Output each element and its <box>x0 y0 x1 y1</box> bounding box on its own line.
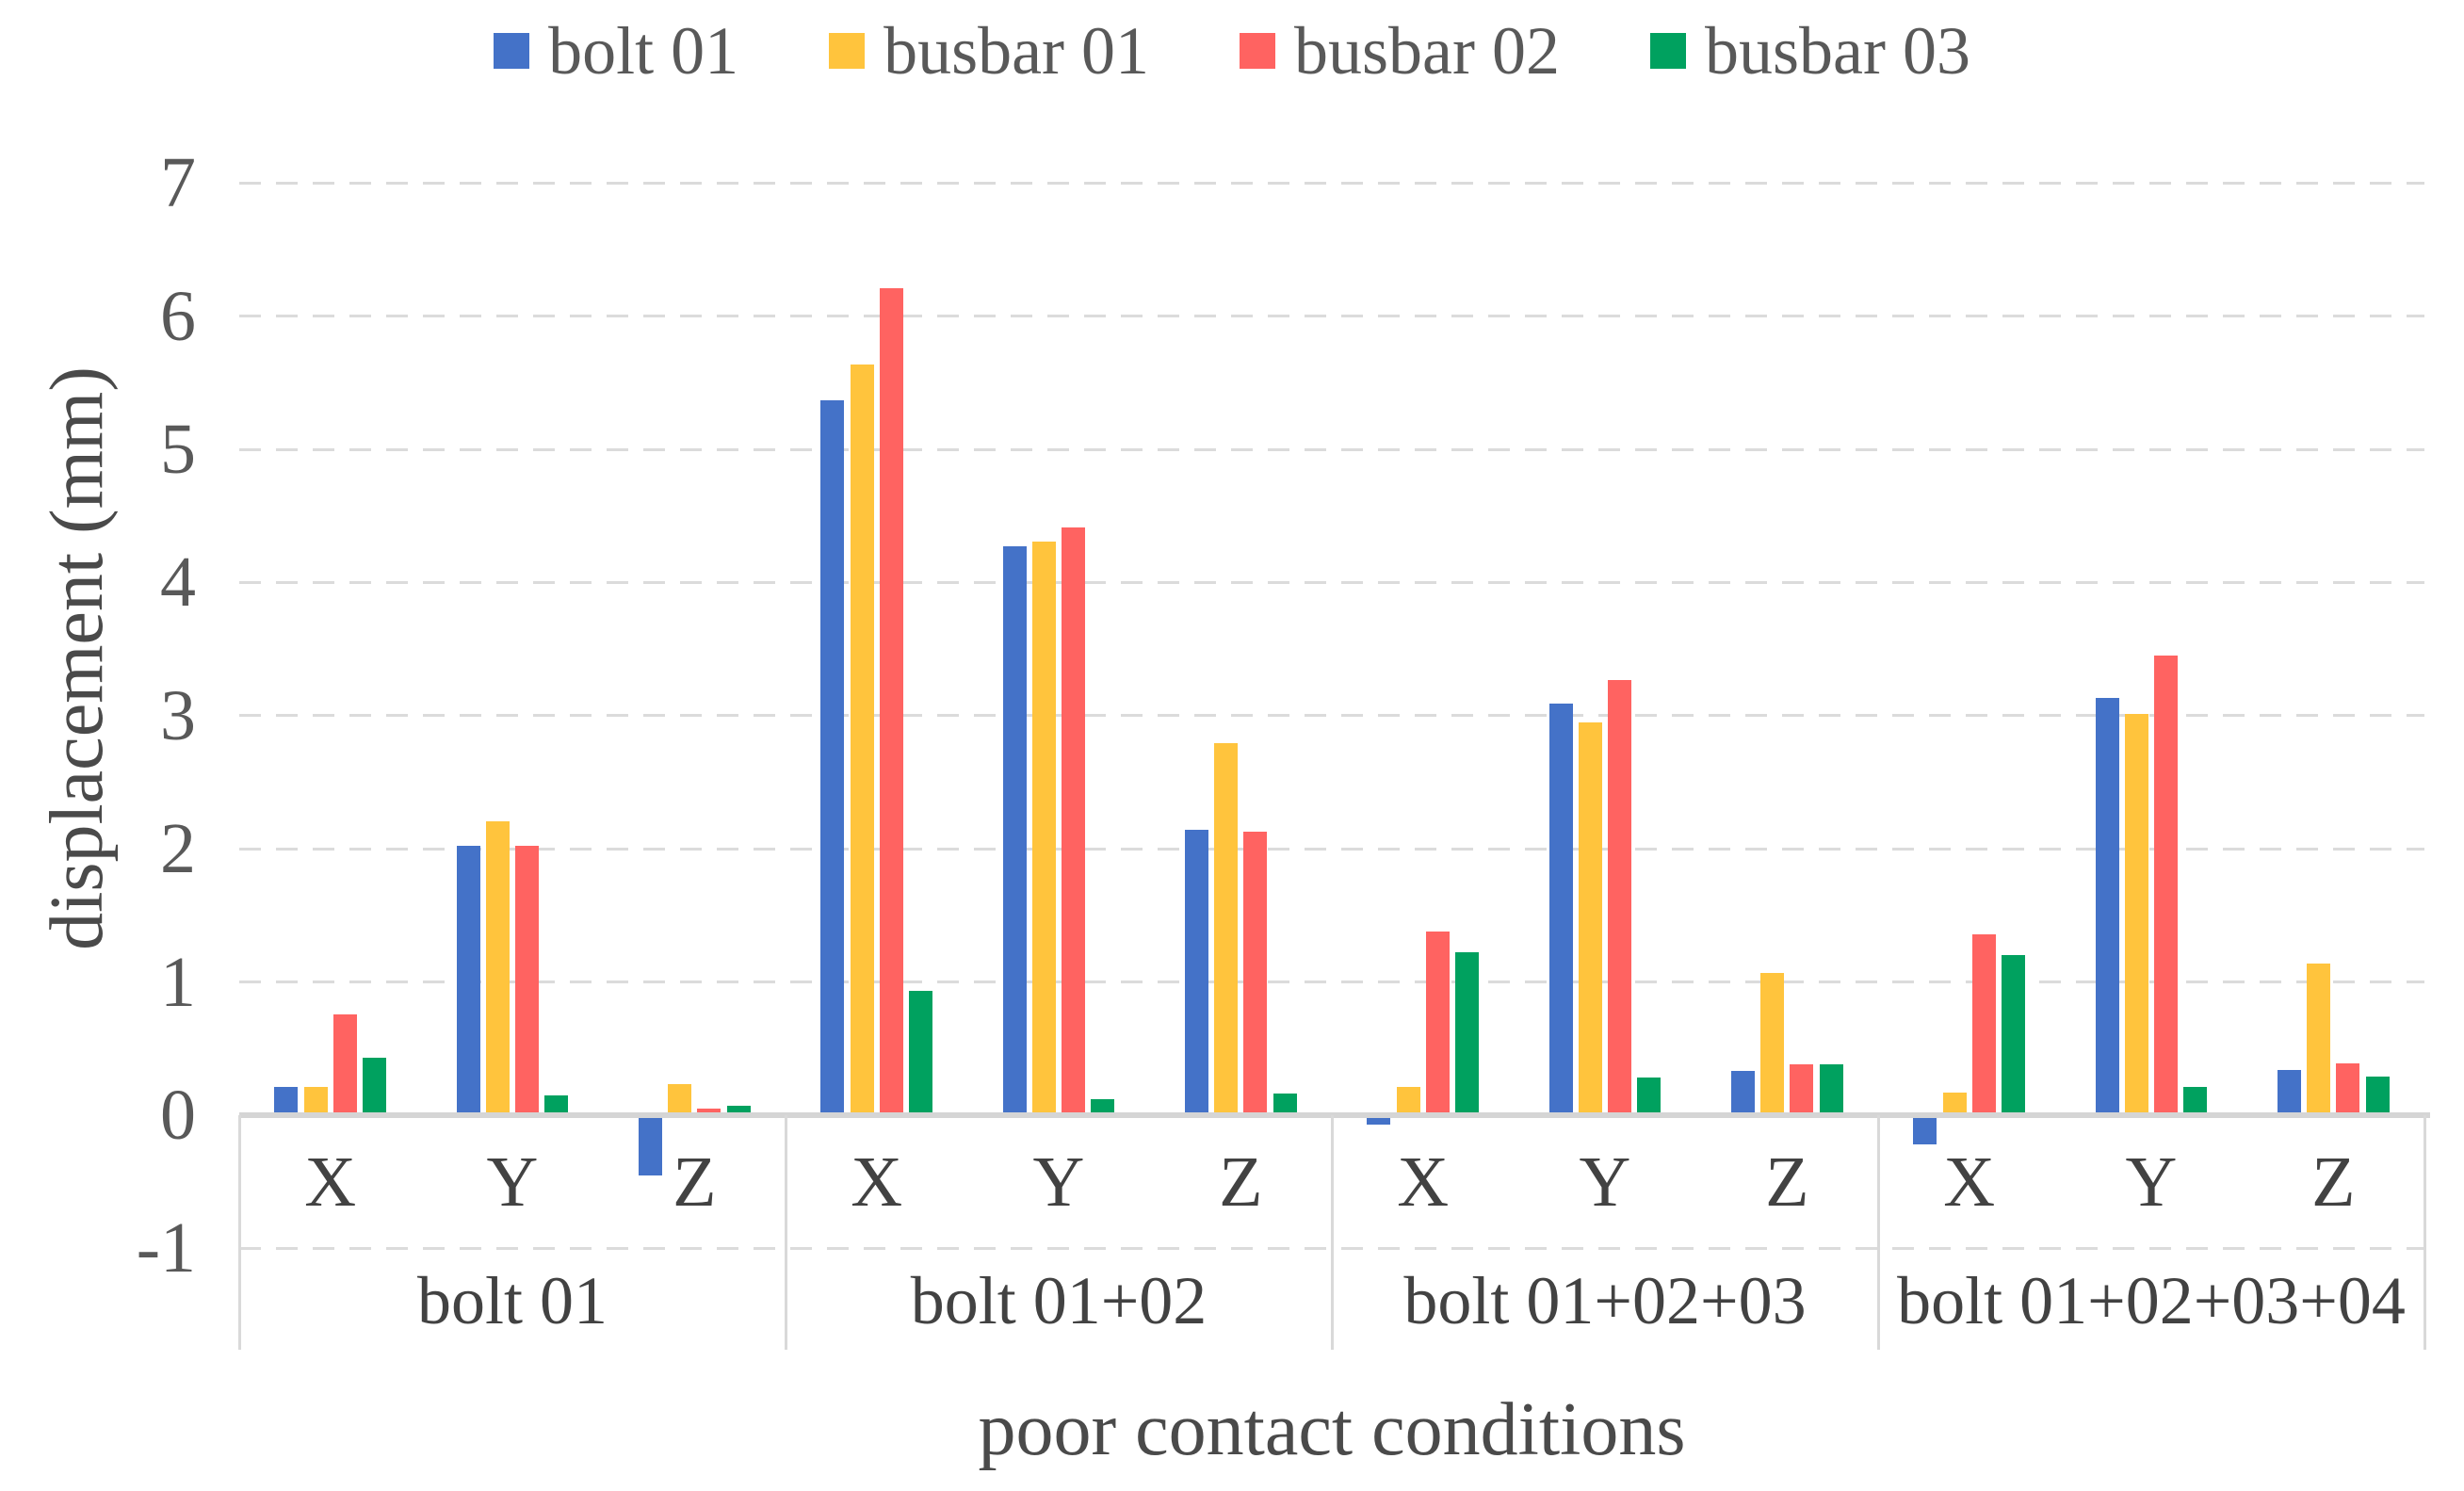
bar-busbar03-bolt01-X <box>362 1058 386 1115</box>
legend-label: busbar 03 <box>1704 13 1970 89</box>
bar-busbar01-bolt01+02+03+04-Y <box>2124 714 2148 1115</box>
legend-swatch-icon <box>1240 33 1276 69</box>
legend-label: bolt 01 <box>548 13 739 89</box>
category-table-border <box>1876 1115 1880 1350</box>
bar-bolt01-bolt01-Y <box>456 846 480 1115</box>
bar-bolt01-bolt01+02+03+04-Y <box>2095 698 2119 1115</box>
bar-busbar03-bolt01+02+03+04-X <box>2001 955 2025 1115</box>
legend-item-busbar-02: busbar 02 <box>1240 17 1560 85</box>
gridline-y-5 <box>239 447 2424 451</box>
legend-item-busbar-01: busbar 01 <box>829 17 1149 85</box>
gridline-y-2 <box>239 847 2424 851</box>
x-axis-title: poor contact conditions <box>978 1388 1686 1471</box>
bar-busbar02-bolt01+02+03+04-Z <box>2336 1062 2360 1115</box>
bar-bolt01-bolt01+02-X <box>820 399 845 1115</box>
gridline-y-1 <box>239 980 2424 984</box>
legend-swatch-icon <box>494 33 530 69</box>
bar-busbar03-bolt01+02+03-X <box>1454 952 1479 1115</box>
bar-busbar01-bolt01+02+03-Y <box>1578 721 1602 1115</box>
bar-busbar01-bolt01+02+03+04-Z <box>2307 963 2331 1115</box>
bar-busbar03-bolt01+02+03-Z <box>1819 1064 1843 1115</box>
bar-bolt01-bolt01+02+03+04-Z <box>2278 1069 2302 1115</box>
bar-busbar02-bolt01-Z <box>697 1108 721 1115</box>
bar-busbar02-bolt01+02+03-Z <box>1790 1064 1814 1115</box>
axis-label-z-group2: Z <box>1219 1143 1263 1222</box>
bar-busbar02-bolt01+02-X <box>879 287 903 1115</box>
axis-label-z-group4: Z <box>2311 1143 2356 1222</box>
category-table-border <box>2423 1115 2426 1350</box>
gridline-y-7 <box>239 181 2424 185</box>
gridline-y-3 <box>239 714 2424 718</box>
bar-busbar03-bolt01-Z <box>726 1106 751 1115</box>
bar-bolt01-bolt01-Z <box>639 1115 663 1175</box>
bar-busbar01-bolt01+02+03-X <box>1396 1087 1420 1115</box>
legend-swatch-icon <box>829 33 866 69</box>
axis-label-x-group3: X <box>1397 1143 1450 1222</box>
group-label-2: bolt 01+02 <box>910 1263 1208 1338</box>
bar-busbar03-bolt01+02+03+04-Y <box>2183 1087 2208 1115</box>
bar-bolt01-bolt01+02+03-Y <box>1548 704 1573 1115</box>
axis-label-y-group3: Y <box>1579 1143 1631 1222</box>
zero-line <box>239 1112 2430 1118</box>
bar-busbar01-bolt01-X <box>303 1087 328 1115</box>
gridline-y-4 <box>239 580 2424 584</box>
bar-busbar01-bolt01+02-Z <box>1214 743 1239 1115</box>
legend-swatch-icon <box>1649 33 1686 69</box>
bar-busbar02-bolt01-Y <box>515 846 540 1115</box>
bar-busbar03-bolt01-Y <box>544 1094 569 1115</box>
bar-bolt01-bolt01+02-Y <box>1002 546 1027 1115</box>
axis-label-x-group1: X <box>304 1143 357 1222</box>
bar-busbar01-bolt01+02-Y <box>1031 541 1056 1115</box>
y-axis-title: displacement (mm) <box>36 366 119 950</box>
group-label-4: bolt 01+02+03+04 <box>1897 1263 2406 1338</box>
bar-busbar02-bolt01+02+03-Y <box>1608 679 1632 1115</box>
legend: bolt 01 busbar 01 busbar 02 busbar 03 <box>0 13 2464 89</box>
category-table-border <box>784 1115 787 1350</box>
axis-label-y-group4: Y <box>2125 1143 2178 1222</box>
group-label-3: bolt 01+02+03 <box>1403 1263 1807 1338</box>
axis-label-x-group4: X <box>1943 1143 1996 1222</box>
bar-busbar01-bolt01+02-X <box>850 364 874 1115</box>
axis-label-z-group3: Z <box>1765 1143 1809 1222</box>
bar-busbar01-bolt01-Y <box>485 820 510 1115</box>
axis-label-y-group1: Y <box>486 1143 539 1222</box>
bar-busbar03-bolt01+02-X <box>908 991 932 1115</box>
bar-busbar02-bolt01+02+03+04-Y <box>2154 656 2179 1115</box>
category-table-border <box>237 1115 241 1350</box>
bar-busbar02-bolt01+02+03-X <box>1425 931 1450 1115</box>
bar-bolt01-bolt01+02-Z <box>1185 830 1209 1115</box>
axis-label-z-group1: Z <box>673 1143 717 1222</box>
bar-busbar03-bolt01+02+03-Y <box>1637 1078 1662 1115</box>
legend-item-busbar-03: busbar 03 <box>1649 13 1970 89</box>
legend-label: busbar 02 <box>1294 13 1560 89</box>
category-table-border <box>1330 1115 1334 1350</box>
bar-busbar03-bolt01+02+03+04-Z <box>2365 1076 2390 1115</box>
bar-busbar02-bolt01+02-Y <box>1062 527 1086 1115</box>
bar-bolt01-bolt01+02+03+04-X <box>1913 1115 1937 1145</box>
bar-busbar02-bolt01+02+03+04-X <box>1971 933 1996 1115</box>
bar-busbar02-bolt01-X <box>332 1013 357 1115</box>
bar-busbar01-bolt01+02+03+04-X <box>1942 1092 1967 1115</box>
axis-label-y-group2: Y <box>1032 1143 1085 1222</box>
bar-busbar01-bolt01-Z <box>668 1084 692 1115</box>
group-label-1: bolt 01 <box>416 1263 608 1338</box>
bar-bolt01-bolt01-X <box>274 1087 299 1115</box>
bar-busbar02-bolt01+02-Z <box>1243 831 1268 1115</box>
bar-bolt01-bolt01+02+03-Z <box>1731 1071 1756 1115</box>
bar-bolt01-bolt01+02+03-X <box>1367 1115 1391 1125</box>
bar-busbar03-bolt01+02-Y <box>1091 1099 1115 1115</box>
bar-busbar01-bolt01+02+03-Z <box>1760 972 1785 1115</box>
gridline-y-6 <box>239 315 2424 318</box>
legend-item-bolt-01: bolt 01 <box>494 17 738 85</box>
axis-label-x-group2: X <box>851 1143 903 1222</box>
legend-label: busbar 01 <box>883 13 1150 89</box>
bar-busbar03-bolt01+02-Z <box>1273 1094 1297 1115</box>
